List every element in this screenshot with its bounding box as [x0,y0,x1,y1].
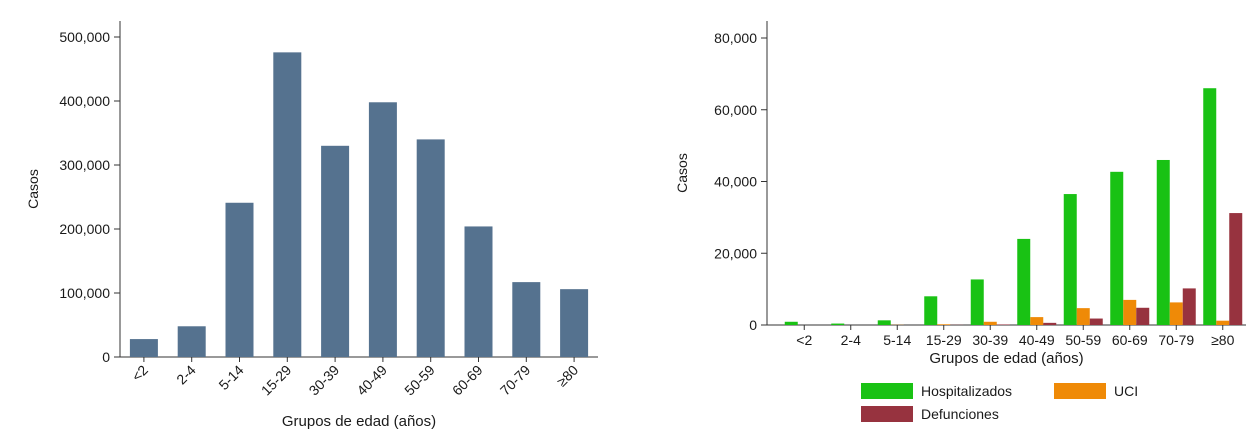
bar-ge80 [560,289,589,357]
bar-defunciones-40-49 [1043,322,1057,325]
x-tick-label: 30-39 [972,332,1008,348]
x-tick-label: <2 [796,332,812,348]
bar-hospitalizados-70-79 [1156,159,1170,325]
bar-hospitalizados-40-49 [1017,238,1031,325]
bar-uci-70-79 [1169,302,1183,325]
y-axis-title: Casos [25,169,41,209]
legend-swatch-uci [1054,383,1106,399]
bar-60-69 [464,226,493,357]
x-tick-label: <2 [128,362,151,385]
x-tick-label: 40-49 [1019,332,1055,348]
bar-hospitalizados-lt2 [784,321,798,325]
bar-hospitalizados-50-59 [1063,194,1077,325]
bar-hospitalizados-60-69 [1110,171,1124,325]
y-tick-label: 0 [749,317,757,333]
bar-defunciones-50-59 [1089,318,1103,325]
legend-label-hospitalizados: Hospitalizados [921,383,1012,399]
x-tick-label: 50-59 [1065,332,1101,348]
x-axis-title: Grupos de edad (años) [282,413,436,430]
x-tick-label: 50-59 [401,362,438,399]
bar-15-29 [273,52,302,358]
x-tick-label: 60-69 [1112,332,1148,348]
bar-defunciones-30-39 [996,324,1010,325]
x-tick-label: 60-69 [449,362,486,399]
y-tick-label: 300,000 [59,157,110,173]
bar-5-14 [225,202,254,357]
x-tick-label: 5-14 [883,332,911,348]
y-tick-label: 60,000 [714,102,757,118]
x-tick-label: 15-29 [926,332,962,348]
bar-lt2 [129,339,158,357]
x-tick-label: 2-4 [173,362,199,388]
y-tick-label: 200,000 [59,221,110,237]
bar-hospitalizados-ge80 [1203,88,1217,325]
bar-uci-50-59 [1076,308,1090,325]
y-tick-label: 100,000 [59,285,110,301]
x-tick-label: 30-39 [306,362,343,399]
bar-uci-ge80 [1216,320,1230,325]
bar-defunciones-70-79 [1182,288,1196,325]
x-tick-label: 15-29 [258,362,295,399]
bar-50-59 [416,139,445,357]
x-tick-label: 2-4 [841,332,861,348]
x-tick-label: 70-79 [497,362,534,399]
chart-cases-by-age: 0 100,000 200,000 300,000 400,000 500,000 <2 2-… [25,21,598,430]
y-tick-label: 500,000 [59,29,110,45]
legend-label-uci: UCI [1114,383,1138,399]
y-tick-label: 400,000 [59,93,110,109]
legend: Hospitalizados UCI Defunciones [861,383,1138,422]
chart-outcomes-by-age: 0 20,000 40,000 60,000 80,000 <2 2-4 5-14 15-29 3… [674,21,1246,422]
bar-uci-15-29 [937,324,951,325]
bar-70-79 [512,282,541,357]
y-tick-label: 0 [102,349,110,365]
bar-hospitalizados-2-4 [831,323,845,325]
x-tick-label: ≥80 [553,362,581,390]
bar-30-39 [321,145,350,357]
bar-hospitalizados-30-39 [970,279,984,325]
bar-defunciones-ge80 [1229,213,1243,325]
x-tick-label: 70-79 [1158,332,1194,348]
legend-swatch-hospitalizados [861,383,913,399]
x-tick-label: 40-49 [353,362,390,399]
bar-2-4 [177,326,206,357]
bar-defunciones-60-69 [1136,307,1150,325]
x-tick-label: ≥80 [1211,332,1234,348]
y-tick-label: 20,000 [714,245,757,261]
x-tick-label: 5-14 [215,362,246,393]
y-tick-label: 40,000 [714,174,757,190]
y-tick-label: 80,000 [714,30,757,46]
y-axis-title: Casos [674,153,690,193]
bar-40-49 [368,102,397,357]
bar-hospitalizados-5-14 [877,320,891,325]
bar-uci-30-39 [983,321,997,325]
bar-uci-40-49 [1030,317,1044,325]
bar-hospitalizados-15-29 [924,296,938,325]
legend-label-defunciones: Defunciones [921,406,999,422]
bar-uci-60-69 [1123,299,1137,325]
legend-swatch-defunciones [861,406,913,422]
x-axis-title: Grupos de edad (años) [929,350,1083,367]
